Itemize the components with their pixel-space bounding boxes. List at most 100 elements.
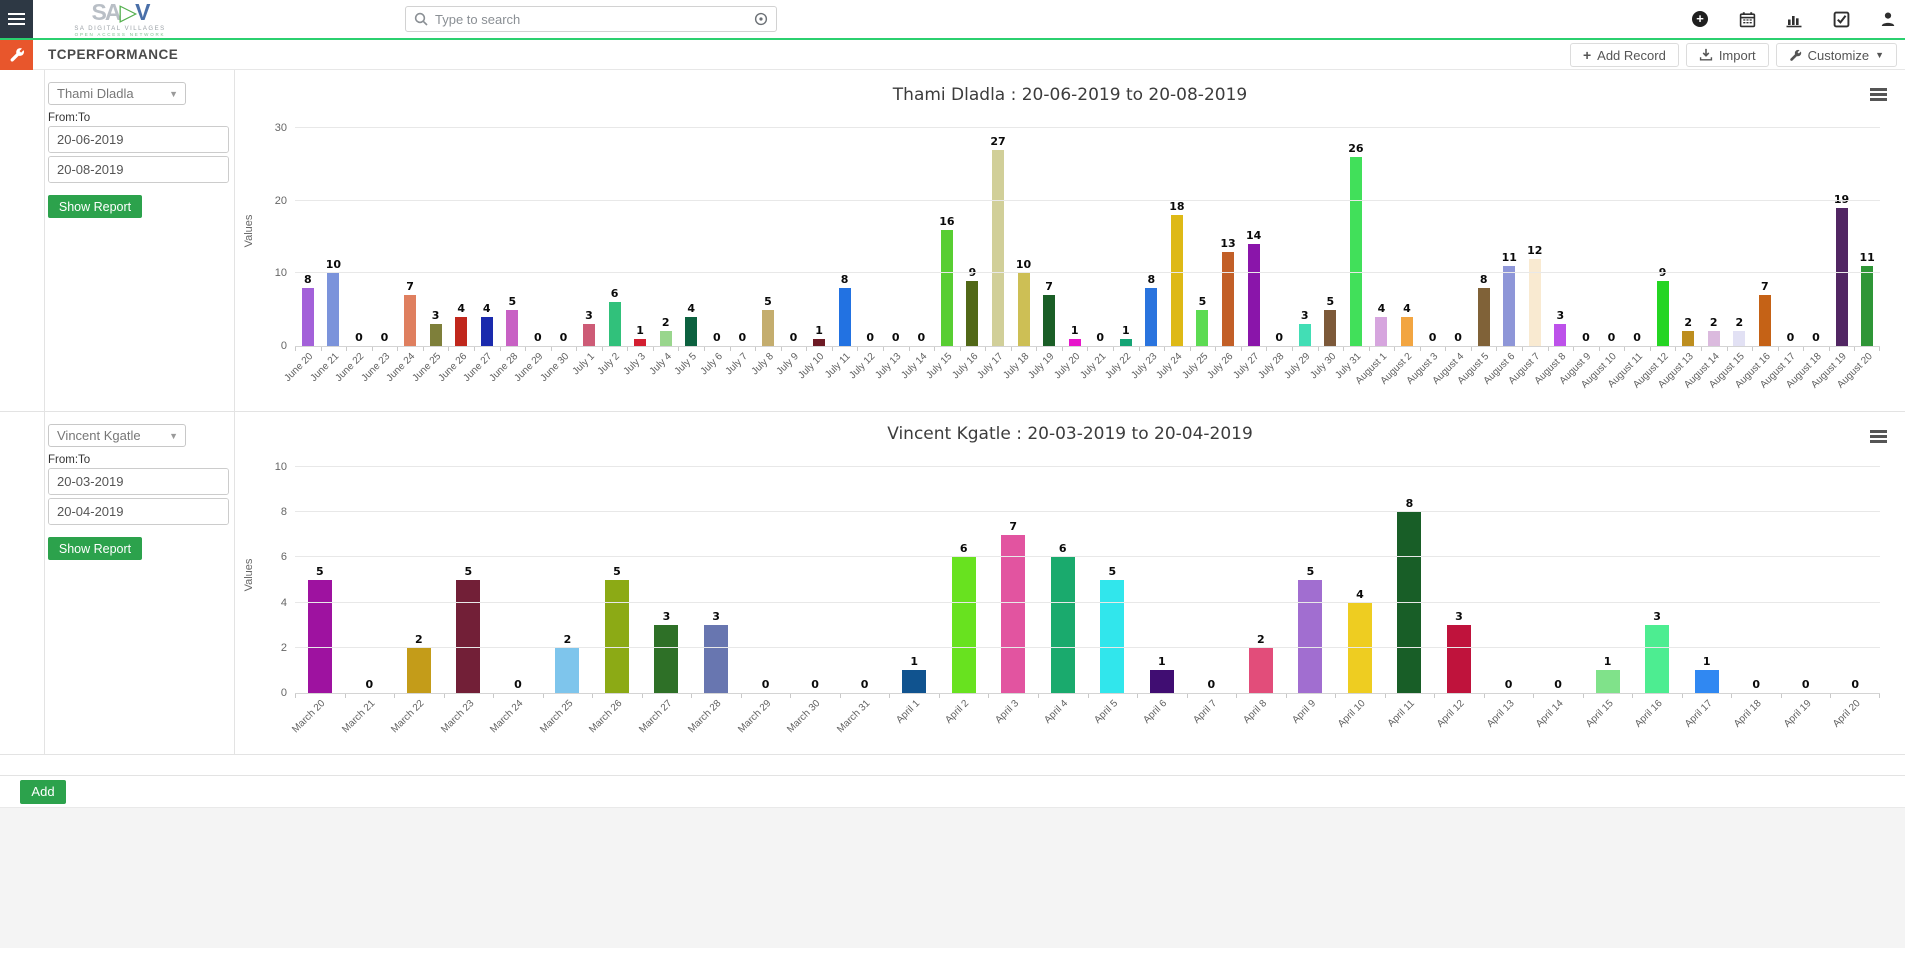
bar-slot: 2: [1675, 115, 1701, 346]
import-download-icon: [1699, 48, 1713, 62]
show-report-button[interactable]: Show Report: [48, 195, 142, 218]
calendar-icon[interactable]: [1738, 10, 1756, 28]
bar-slot: 0: [551, 115, 577, 346]
bar-slot: 0: [1731, 456, 1781, 693]
bar-slot: 8: [832, 115, 858, 346]
user-icon[interactable]: [1879, 10, 1897, 28]
bar: [659, 331, 672, 346]
bar-slot: 2: [1236, 456, 1286, 693]
x-tick: July 14: [899, 347, 935, 409]
x-tick: April 16: [1632, 694, 1682, 756]
bar-value-label: 7: [406, 280, 414, 293]
import-button[interactable]: Import: [1685, 43, 1769, 67]
bar-value-label: 0: [1428, 331, 1437, 344]
employee-select[interactable]: Vincent Kgatle ▼: [48, 424, 186, 447]
bar: [1758, 295, 1771, 346]
bar-value-label: 3: [712, 610, 720, 623]
x-tick: August 17: [1759, 347, 1804, 409]
y-axis-tick-label: 0: [280, 687, 287, 699]
x-tick: August 9: [1558, 347, 1599, 409]
bar: [761, 310, 774, 346]
to-date-input[interactable]: [49, 157, 228, 182]
bar-slot: 9: [960, 115, 986, 346]
bar-value-label: 2: [1709, 316, 1718, 329]
bar-slot: 0: [1624, 115, 1650, 346]
x-axis-labels: June 20 June 21 June 22 June 23 June 24 June …: [283, 347, 1880, 409]
bar-slot: 3: [1292, 115, 1318, 346]
x-tick: July 17: [976, 347, 1011, 409]
gridline: [295, 272, 1880, 274]
bar-slot: 0: [1445, 115, 1471, 346]
x-tick: April 10: [1335, 694, 1385, 756]
x-tick: August 4: [1430, 347, 1471, 409]
x-tick: April 7: [1186, 694, 1237, 756]
bar: [1100, 580, 1125, 693]
menu-hamburger-icon[interactable]: [0, 0, 33, 38]
employee-select[interactable]: Thami Dladla ▼: [48, 82, 186, 105]
logo-arrow-icon: ▷: [119, 0, 137, 25]
bar: [1145, 288, 1158, 346]
x-axis-tick-label: April 8: [1240, 698, 1269, 726]
chart-context-menu-icon[interactable]: [1870, 88, 1887, 101]
y-axis-tick-label: 8: [280, 506, 287, 519]
to-date-input[interactable]: [49, 499, 228, 524]
bar-slot: 5: [500, 115, 526, 346]
x-tick: July 22: [1103, 347, 1139, 409]
x-tick: March 28: [687, 694, 741, 756]
tasks-icon[interactable]: [1832, 10, 1850, 28]
x-tick: March 25: [538, 694, 593, 756]
search-icon: [414, 12, 428, 26]
customize-button[interactable]: Customize ▼: [1775, 43, 1897, 67]
bar: [1043, 295, 1056, 346]
gridline: [295, 556, 1880, 558]
show-report-button[interactable]: Show Report: [48, 537, 142, 560]
plus-circle-icon[interactable]: +: [1691, 10, 1709, 28]
x-tick: March 23: [439, 694, 494, 756]
x-tick: March 30: [786, 694, 840, 756]
add-button[interactable]: Add: [20, 779, 66, 804]
search-input[interactable]: [435, 11, 754, 27]
bar-slot: 0: [372, 115, 398, 346]
add-record-button[interactable]: + Add Record: [1569, 43, 1679, 67]
bar: [1068, 339, 1081, 346]
chart-plot-area: Values 810007344500361240050180001692710…: [243, 115, 1880, 352]
bar-value-label: 13: [1220, 237, 1236, 250]
bar-chart-icon[interactable]: [1785, 10, 1803, 28]
bar: [1375, 317, 1388, 346]
bar-slot: 5: [1318, 115, 1344, 346]
bar-value-label: 2: [1735, 316, 1744, 329]
x-axis-tick-label: April 2: [943, 698, 972, 726]
module-wrench-icon[interactable]: [0, 40, 33, 70]
bar-slot: 1: [1137, 456, 1187, 693]
from-date-input[interactable]: [49, 127, 228, 152]
x-tick: August 3: [1405, 347, 1446, 409]
from-date-group: [48, 126, 229, 153]
bar-slot: 7: [397, 115, 423, 346]
bar-value-label: 0: [811, 678, 819, 691]
x-axis-tick-label: March 25: [537, 698, 576, 736]
plus-icon: +: [1582, 47, 1592, 63]
x-tick: July 31: [1333, 347, 1369, 409]
bar: [506, 310, 519, 346]
bar: [455, 317, 468, 346]
search-clear-icon[interactable]: [754, 12, 768, 26]
empty-row: [0, 755, 1905, 776]
chart-context-menu-icon[interactable]: [1870, 430, 1887, 443]
bar-slot: 12: [1522, 115, 1548, 346]
bar-slot: 4: [448, 115, 474, 346]
bar-value-label: 8: [840, 273, 849, 286]
bar: [813, 339, 826, 346]
x-axis-tick-label: April 1: [894, 698, 922, 726]
bar-value-label: 16: [939, 215, 955, 228]
x-axis-tick-label: April 16: [1633, 698, 1665, 730]
bar: [838, 288, 851, 346]
bar-value-label: 1: [1157, 655, 1166, 668]
x-tick: July 19: [1027, 347, 1062, 409]
gridline: [295, 646, 1880, 648]
from-date-input[interactable]: [49, 469, 228, 494]
bar-value-label: 0: [1096, 331, 1105, 344]
bar-slot: 7: [988, 456, 1038, 693]
x-axis-tick-label: April 11: [1385, 698, 1418, 730]
bar: [1477, 288, 1490, 346]
bar-slot: 5: [295, 456, 345, 693]
